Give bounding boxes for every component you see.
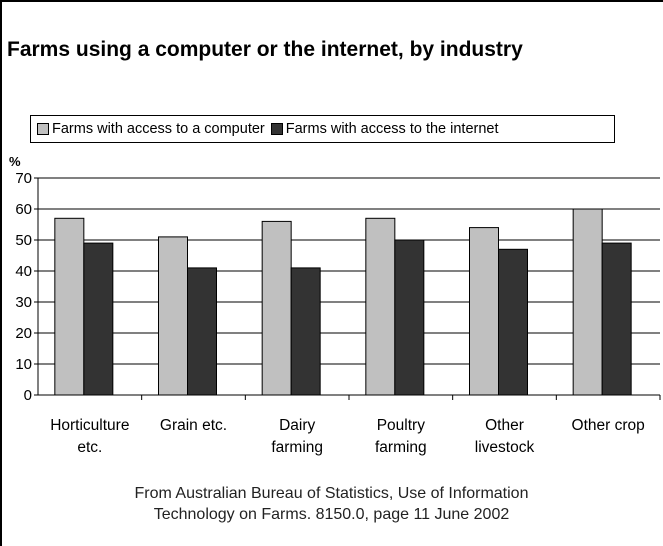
y-tick-label: 70 xyxy=(15,170,32,187)
bar-internet xyxy=(290,267,321,396)
legend-label-computer: Farms with access to a computer xyxy=(52,121,265,137)
legend: Farms with access to a computer Farms wi… xyxy=(30,115,615,143)
y-tick-label: 30 xyxy=(15,294,32,311)
x-tick-label: Other xyxy=(485,417,524,434)
x-tick-label: Grain etc. xyxy=(160,417,227,434)
y-tick-label: 10 xyxy=(15,356,32,373)
bar-internet xyxy=(498,248,528,396)
x-tick-label: livestock xyxy=(475,439,535,456)
x-tick-label: farming xyxy=(271,439,323,456)
y-tick-label: 50 xyxy=(15,232,32,249)
bar-internet xyxy=(83,242,114,396)
y-tick-label: 60 xyxy=(15,201,32,218)
bar-computer xyxy=(158,236,188,396)
source-line-1: From Australian Bureau of Statistics, Us… xyxy=(134,485,529,502)
bar-computer xyxy=(261,220,292,396)
bar-computer xyxy=(469,227,499,396)
x-tick-label: Dairy xyxy=(279,417,315,434)
legend-item-internet: Farms with access to the internet xyxy=(270,121,499,137)
x-tick-label: Horticulture xyxy=(50,417,129,434)
y-axis-label: % xyxy=(9,154,21,169)
legend-label-internet: Farms with access to the internet xyxy=(285,121,499,137)
x-tick-label: Other crop xyxy=(572,417,645,434)
x-tick-label: etc. xyxy=(77,439,102,456)
bar-internet xyxy=(394,239,425,396)
source-note: From Australian Bureau of Statistics, Us… xyxy=(0,483,663,525)
y-tick-label: 0 xyxy=(24,387,32,404)
bar-computer xyxy=(365,217,396,396)
chart-title: Farms using a computer or the internet, … xyxy=(7,38,523,61)
x-tick-label: Poultry xyxy=(377,417,425,434)
x-tick-label: farming xyxy=(375,439,427,456)
y-tick-label: 40 xyxy=(15,263,32,280)
legend-swatch-computer xyxy=(37,123,49,135)
bar-chart: 0 10 20 30 40 50 60 70% Horticulture etc. Grain et… xyxy=(9,154,661,456)
bar-internet xyxy=(601,242,632,396)
bar-computer xyxy=(572,208,603,396)
legend-item-computer: Farms with access to a computer xyxy=(37,121,265,137)
source-line-2: Technology on Farms. 8150.0, page 11 Jun… xyxy=(153,506,510,523)
legend-swatch-internet xyxy=(270,123,283,135)
bar-computer xyxy=(54,217,85,396)
bar-internet xyxy=(187,267,217,396)
y-tick-label: 20 xyxy=(15,325,32,342)
